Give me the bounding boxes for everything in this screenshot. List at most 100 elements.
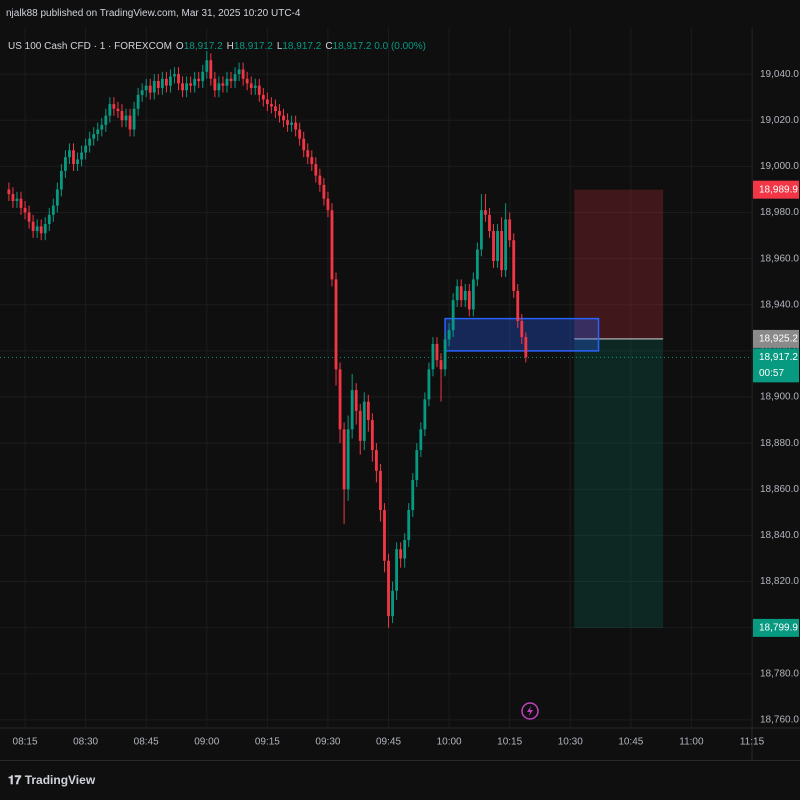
candle-body: [447, 330, 451, 340]
candle-body: [84, 145, 88, 153]
candle-body: [229, 78, 233, 82]
alert-icon[interactable]: [521, 702, 539, 720]
candle-body: [374, 450, 378, 471]
candle-body: [286, 120, 289, 125]
candle-body: [314, 164, 318, 176]
candle-body: [439, 360, 443, 370]
candle-body: [19, 198, 23, 208]
candle-body: [55, 189, 59, 206]
candle-body: [241, 69, 245, 79]
candle-body: [383, 510, 386, 561]
candle-body: [346, 429, 350, 490]
candle-body: [11, 194, 15, 201]
stop-zone: [574, 189, 664, 339]
candle-body: [181, 83, 184, 91]
candle-body: [152, 81, 156, 93]
y-tick-label: 18,960.0: [760, 253, 799, 264]
x-tick-label: 09:45: [376, 737, 401, 748]
x-tick-label: 10:15: [497, 737, 522, 748]
brand[interactable]: 𝟏𝟕 TradingView: [8, 773, 96, 787]
price-label-bg: [753, 329, 799, 348]
candle-body: [334, 279, 338, 370]
candle-body: [88, 138, 92, 146]
candle-body: [249, 83, 253, 88]
candle-body: [399, 549, 403, 559]
candle-body: [47, 214, 51, 225]
target-zone: [574, 338, 664, 628]
y-tick-label: 18,780.0: [760, 668, 799, 679]
candle-body: [419, 429, 423, 451]
candle-body: [35, 226, 39, 231]
candle-body: [471, 279, 475, 310]
candle-body: [508, 219, 512, 241]
candle-body: [326, 198, 330, 211]
candle-body: [516, 290, 520, 321]
candle-body: [177, 74, 180, 84]
candle-body: [156, 81, 160, 88]
x-tick-label: 09:30: [315, 737, 340, 748]
y-tick-label: 18,880.0: [760, 438, 799, 449]
candle-body: [467, 290, 471, 310]
candle-body: [443, 339, 447, 370]
candle-body: [366, 401, 370, 421]
candle-body: [104, 115, 108, 125]
candle-body: [112, 104, 116, 109]
price-label: 18,917.2: [759, 352, 798, 363]
candle-body: [27, 212, 31, 222]
candle-body: [475, 249, 479, 280]
legend-key: O: [175, 41, 184, 52]
y-tick-label: 18,940.0: [760, 299, 799, 310]
candle-body: [92, 134, 96, 139]
price-label-bg: [753, 618, 799, 637]
legend: US 100 Cash CFD · 1 · FOREXCOM O18,917.2 H…: [8, 41, 426, 52]
y-tick-label: 18,980.0: [760, 207, 799, 218]
candle-body: [463, 290, 467, 301]
candle-body: [136, 94, 140, 109]
symbol: US 100 Cash CFD · 1 · FOREXCOM: [8, 41, 172, 52]
candle-body: [205, 60, 209, 72]
candle-body: [342, 429, 346, 490]
candle-body: [431, 343, 435, 370]
candle-body: [132, 108, 136, 130]
change: 0.0 (0.00%): [374, 41, 426, 52]
candle-body: [160, 78, 164, 88]
candle-body: [330, 210, 334, 280]
legend-value: 18,917.2: [332, 41, 372, 52]
publish-info: njalk88 published on TradingView.com, Ma…: [6, 8, 301, 19]
candle-body: [290, 122, 294, 125]
candle-body: [7, 189, 11, 195]
candle-body: [213, 78, 217, 91]
candle-body: [358, 410, 362, 441]
candle-body: [427, 369, 431, 400]
candle-body: [391, 590, 394, 617]
candle-body: [96, 129, 100, 135]
candle-body: [148, 85, 152, 93]
candle-body: [39, 226, 43, 234]
y-tick-label: 19,020.0: [760, 115, 799, 126]
x-tick-label: 08:15: [13, 737, 38, 748]
candle-body: [185, 83, 188, 91]
candle-body: [193, 78, 197, 86]
candle-body: [257, 85, 261, 95]
candle-body: [253, 85, 257, 88]
y-tick-label: 18,860.0: [760, 484, 799, 495]
candle-body: [415, 450, 419, 481]
candle-body: [116, 108, 120, 112]
candle-body: [294, 122, 298, 130]
candle-body: [23, 207, 27, 213]
x-tick-label: 08:45: [134, 737, 159, 748]
x-tick-label: 10:45: [618, 737, 643, 748]
legend-value: 18,917.2: [183, 41, 223, 52]
candle-body: [245, 78, 249, 84]
candle-body: [197, 78, 201, 82]
legend-value: 18,917.2: [282, 41, 322, 52]
y-tick-label: 19,000.0: [760, 161, 799, 172]
candle-body: [282, 115, 285, 121]
candle-body: [298, 129, 302, 139]
footer: 𝟏𝟕 TradingView: [0, 760, 800, 800]
candle-body: [221, 83, 225, 86]
candle-body: [459, 286, 463, 301]
candle-body: [237, 69, 241, 75]
header: njalk88 published on TradingView.com, Ma…: [0, 0, 800, 28]
